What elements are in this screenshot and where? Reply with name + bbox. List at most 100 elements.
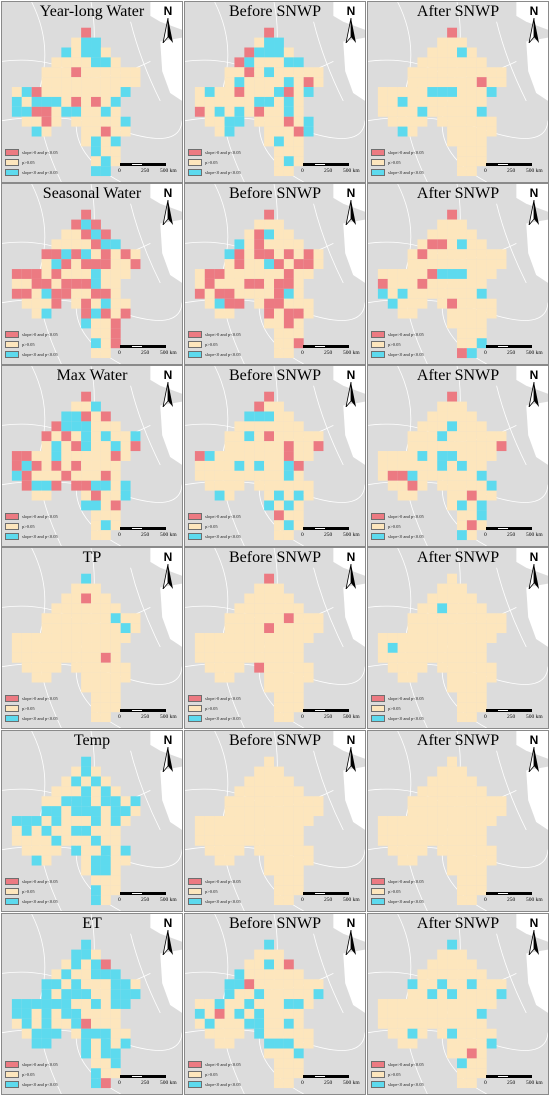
grid-cell <box>496 431 507 442</box>
legend-swatch <box>371 331 385 338</box>
grid-cell <box>91 633 101 643</box>
basemap-sea <box>160 583 182 647</box>
grid-cell <box>224 278 235 289</box>
panel-title: After SNWP <box>416 185 500 202</box>
grid-cell <box>293 1028 304 1039</box>
grid-cell <box>476 603 487 614</box>
map-canvas <box>2 2 182 182</box>
grid-cell <box>397 106 408 117</box>
grid-cell <box>447 460 458 471</box>
grid-cell <box>41 623 52 634</box>
grid-cell <box>377 451 388 461</box>
grid-cell <box>11 825 22 836</box>
grid-cell <box>244 441 255 452</box>
grid-cell <box>110 421 121 432</box>
grid-cell <box>427 642 438 653</box>
grid-cell <box>91 949 101 960</box>
grid-cell <box>264 776 275 787</box>
grid-cell <box>254 969 265 980</box>
grid-cell <box>214 96 225 107</box>
grid-cell <box>31 490 42 501</box>
grid-cell <box>417 613 428 624</box>
grid-cell <box>31 672 42 683</box>
grid-cell <box>407 269 418 279</box>
grid-cell <box>397 1018 408 1029</box>
grid-cell <box>120 298 131 309</box>
province-boundary <box>397 2 428 182</box>
grid-cell <box>41 288 52 299</box>
grid-cell <box>51 441 62 452</box>
grid-cell <box>244 57 255 68</box>
grid-cell <box>110 239 121 250</box>
grid-cell <box>91 855 101 866</box>
grid-cell <box>41 672 52 683</box>
grid-cell <box>466 865 477 876</box>
grid-cell <box>234 652 245 663</box>
grid-cell <box>313 979 324 990</box>
grid-cell <box>407 470 418 481</box>
grid-cell <box>457 652 467 663</box>
grid-cell <box>303 796 314 807</box>
grid-cell <box>71 603 82 614</box>
grid-cell <box>100 249 111 260</box>
grid-cell <box>61 441 72 452</box>
grid-cell <box>91 989 101 1000</box>
grid-cell <box>437 298 448 309</box>
grid-cell <box>130 259 141 270</box>
legend-item: p>0.05 <box>371 1070 461 1080</box>
grid-cell <box>274 969 284 980</box>
grid-cell <box>283 855 294 866</box>
legend-label: slope<0 and p<0.05 <box>388 352 424 357</box>
grid-cell <box>224 288 235 299</box>
grid-cell <box>293 156 304 167</box>
grid-cell <box>476 989 487 1000</box>
grid-cell <box>283 57 294 68</box>
grid-cell <box>71 87 82 97</box>
grid-cell <box>110 490 121 501</box>
grid-cell <box>387 116 398 127</box>
grid-cell <box>377 816 388 826</box>
grid-cell <box>41 796 52 807</box>
legend-swatch <box>371 878 385 885</box>
grid-cell <box>61 959 72 970</box>
grid-cell <box>407 642 418 653</box>
legend: slope>0 and p<0.05 p>0.05 slope<0 and p<0.… <box>5 877 95 907</box>
legend-item: slope>0 and p<0.05 <box>188 877 278 887</box>
grid-cell <box>407 1008 418 1019</box>
grid-cell <box>457 328 467 339</box>
grid-cell <box>71 451 82 461</box>
legend-swatch <box>188 533 202 540</box>
grid-cell <box>476 431 487 442</box>
grid-cell <box>466 156 477 167</box>
grid-cell <box>224 1038 235 1049</box>
grid-cell <box>91 348 101 359</box>
grid-cell <box>120 451 131 461</box>
grid-cell <box>71 470 82 481</box>
grid-cell <box>120 67 131 78</box>
north-arrow-icon: N <box>160 187 176 225</box>
legend: slope>0 and p<0.05 p>0.05 slope<0 and p<0.… <box>5 694 95 724</box>
grid-cell <box>71 835 82 846</box>
legend-label: p>0.05 <box>22 889 35 894</box>
grid-cell <box>51 1028 62 1039</box>
grid-cell <box>234 999 245 1009</box>
grid-cell <box>130 67 141 78</box>
grid-cell <box>283 126 294 137</box>
legend: slope>0 and p<0.05 p>0.05 slope<0 and p<0.… <box>371 1060 461 1090</box>
grid-cell <box>457 57 467 68</box>
north-label: N <box>346 4 356 18</box>
grid-cell <box>427 633 438 643</box>
grid-cell <box>457 1048 467 1059</box>
grid-cell <box>466 348 477 359</box>
grid-cell <box>407 87 418 97</box>
grid-cell <box>51 480 62 491</box>
grid-cell <box>21 845 32 856</box>
grid-cell <box>71 57 82 68</box>
grid-cell <box>61 642 72 653</box>
grid-cell <box>476 633 487 643</box>
basemap-sea <box>160 766 182 830</box>
scale-bar: 0 250 500 km <box>480 527 548 541</box>
grid-cell <box>486 845 497 856</box>
basemap-sea <box>343 401 365 465</box>
